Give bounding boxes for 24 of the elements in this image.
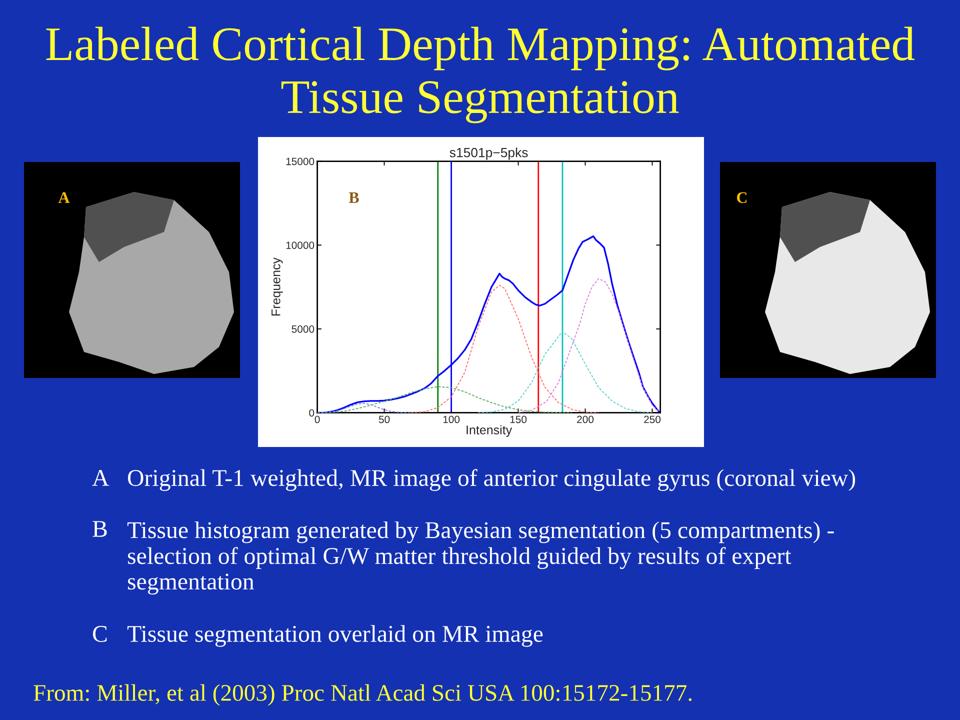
text: Tissue segmentation overlaid on MR image bbox=[127, 625, 543, 647]
x-axis-title: Intensity bbox=[466, 425, 512, 437]
text: A bbox=[92, 470, 110, 486]
y-tick-label: 15000 bbox=[286, 158, 314, 166]
text: B bbox=[92, 521, 107, 537]
y-tick-label: 0 bbox=[309, 409, 314, 417]
text: C bbox=[737, 192, 747, 203]
text: From: Miller, et al (2003) Proc Natl Acad Sci USA 100:15172-15177. bbox=[34, 684, 692, 706]
y-axis-title: Frequency bbox=[272, 257, 283, 316]
x-tick-label: 150 bbox=[510, 416, 527, 424]
text: C bbox=[92, 626, 107, 642]
x-tick-label: 200 bbox=[577, 416, 594, 424]
text: Labeled Cortical Depth Mapping: Automated Tissue Segmentation bbox=[46, 26, 915, 124]
chart-title: s1501p−5pks bbox=[450, 148, 528, 160]
x-tick-label: 0 bbox=[314, 416, 320, 424]
y-tick-label: 5000 bbox=[292, 325, 314, 333]
x-tick-label: 100 bbox=[443, 416, 460, 424]
annotation: B bbox=[348, 192, 359, 203]
x-tick-label: 50 bbox=[378, 416, 390, 424]
y-tick-label: 10000 bbox=[286, 242, 314, 249]
text: A bbox=[58, 192, 70, 203]
x-tick-label: 250 bbox=[644, 416, 661, 424]
text: Tissue histogram generated by Bayesian segmentation (5 compartments) - selection of optimal G/W matter threshold guided by results of expert segmentation bbox=[127, 521, 834, 595]
text: Original T-1 weighted, MR image of anterior cingulate gyrus (coronal view) bbox=[128, 469, 856, 491]
